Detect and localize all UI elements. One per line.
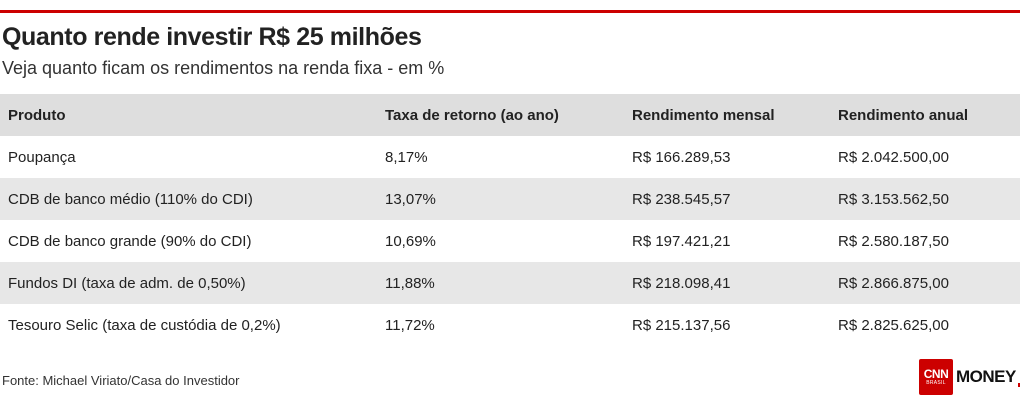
cell-mensal: R$ 166.289,53 (632, 148, 731, 166)
brasil-logo-text: BRASIL (926, 379, 946, 386)
cell-taxa: 11,72% (385, 316, 435, 334)
cell-produto: CDB de banco médio (110% do CDI) (8, 190, 253, 208)
table-row: CDB de banco grande (90% do CDI) 10,69% … (0, 220, 1020, 262)
cell-taxa: 8,17% (385, 148, 428, 166)
cell-taxa: 10,69% (385, 232, 436, 250)
page-title: Quanto rende investir R$ 25 milhões (2, 23, 422, 51)
header-mensal: Rendimento mensal (632, 106, 775, 124)
cell-mensal: R$ 218.098,41 (632, 274, 731, 292)
cell-produto: Fundos DI (taxa de adm. de 0,50%) (8, 274, 246, 292)
cell-anual: R$ 2.042.500,00 (838, 148, 949, 166)
top-accent-bar (0, 10, 1020, 13)
money-logo-text: MONEY (956, 367, 1016, 386)
page-subtitle: Veja quanto ficam os rendimentos na rend… (2, 58, 445, 78)
table-row: CDB de banco médio (110% do CDI) 13,07% … (0, 178, 1020, 220)
cell-mensal: R$ 215.137,56 (632, 316, 731, 334)
cell-anual: R$ 2.866.875,00 (838, 274, 949, 292)
cell-anual: R$ 2.580.187,50 (838, 232, 949, 250)
cell-mensal: R$ 197.421,21 (632, 232, 731, 250)
cell-taxa: 13,07% (385, 190, 436, 208)
cell-produto: Tesouro Selic (taxa de custódia de 0,2%) (8, 316, 281, 334)
cell-mensal: R$ 238.545,57 (632, 190, 731, 208)
header-produto: Produto (8, 106, 66, 124)
cnn-logo-text: CNN (923, 366, 949, 381)
cell-taxa: 11,88% (385, 274, 435, 292)
cell-produto: Poupança (8, 148, 76, 166)
table-row: Tesouro Selic (taxa de custódia de 0,2%)… (0, 304, 1020, 346)
header-anual: Rendimento anual (838, 106, 969, 124)
header-taxa: Taxa de retorno (ao ano) (385, 106, 559, 124)
table-row: Fundos DI (taxa de adm. de 0,50%) 11,88%… (0, 262, 1020, 304)
cell-produto: CDB de banco grande (90% do CDI) (8, 232, 252, 250)
cnn-money-logo: CNN BRASIL MONEY (919, 359, 1020, 395)
bar-chart-icon (1017, 375, 1020, 387)
source-note: Fonte: Michael Viriato/Casa do Investido… (2, 373, 240, 388)
cell-anual: R$ 3.153.562,50 (838, 190, 949, 208)
cnn-brasil-logo-box: CNN BRASIL (919, 359, 953, 395)
table-row: Poupança 8,17% R$ 166.289,53 R$ 2.042.50… (0, 136, 1020, 178)
table-header-row: Produto Taxa de retorno (ao ano) Rendime… (0, 94, 1020, 136)
returns-table: Produto Taxa de retorno (ao ano) Rendime… (0, 94, 1020, 346)
cell-anual: R$ 2.825.625,00 (838, 316, 949, 334)
